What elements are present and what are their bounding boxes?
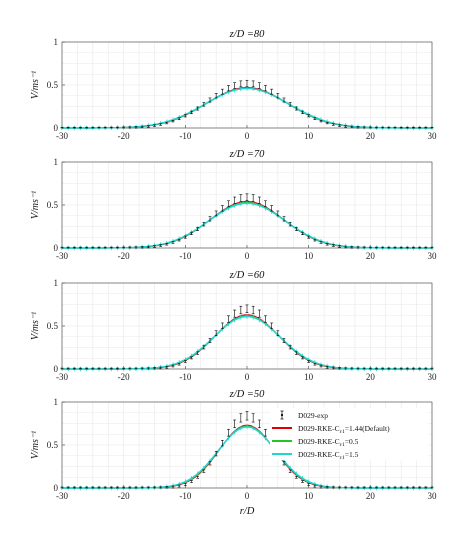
x-tick-label: 0 — [245, 131, 250, 141]
x-tick-label: 30 — [428, 491, 438, 501]
x-tick-label: 10 — [304, 372, 314, 382]
y-tick-label: 0 — [54, 243, 59, 253]
x-tick-label: -10 — [179, 491, 191, 501]
y-axis-label: V/ms⁻¹ — [30, 191, 41, 219]
y-tick-label: 1 — [54, 37, 59, 47]
x-tick-label: -20 — [118, 131, 130, 141]
subplot-3: -30 -20 -10 0 10 20 30 0 0.5 1 z/D =60 V/ms⁻¹ — [30, 270, 437, 382]
subplot-title: z/D =60 — [229, 270, 266, 281]
x-tick-label: -30 — [56, 372, 68, 382]
legend: D029-exp D029-RKE-Cε1=1.44(Default) D029-R… — [270, 408, 428, 461]
x-tick-label: 20 — [366, 131, 376, 141]
y-tick-label: 0 — [54, 483, 59, 493]
x-tick-label: -30 — [56, 251, 68, 261]
legend-box — [270, 408, 428, 460]
x-tick-label: -10 — [179, 251, 191, 261]
legend-label: D029-RKE-Cε1=0.5 — [298, 437, 359, 448]
x-tick-label: 10 — [304, 131, 314, 141]
y-tick-label: 0.5 — [47, 440, 59, 450]
legend-label: D029-exp — [298, 411, 328, 420]
x-tick-label: 20 — [366, 372, 376, 382]
y-tick-label: 1 — [54, 278, 59, 288]
legend-label: D029-RKE-Cε1=1.5 — [298, 450, 359, 461]
x-tick-label: -10 — [179, 131, 191, 141]
x-tick-label: -10 — [179, 372, 191, 382]
x-tick-label: 10 — [304, 491, 314, 501]
x-tick-label: 20 — [366, 251, 376, 261]
y-axis-label: V/ms⁻¹ — [30, 431, 41, 459]
y-axis-label: V/ms⁻¹ — [30, 71, 41, 99]
x-tick-label: -20 — [118, 491, 130, 501]
x-tick-label: 20 — [366, 491, 376, 501]
x-tick-label: 0 — [245, 251, 250, 261]
y-tick-label: 0.5 — [47, 200, 59, 210]
x-tick-label: -20 — [118, 251, 130, 261]
subplot-title: z/D =50 — [229, 389, 266, 400]
y-tick-label: 0 — [54, 364, 59, 374]
x-tick-label: 0 — [245, 372, 250, 382]
y-tick-label: 0 — [54, 123, 59, 133]
x-tick-label: -20 — [118, 372, 130, 382]
x-tick-label: -30 — [56, 131, 68, 141]
y-tick-label: 0.5 — [47, 80, 59, 90]
x-tick-label: 30 — [428, 251, 438, 261]
x-tick-label: 10 — [304, 251, 314, 261]
y-tick-label: 0.5 — [47, 321, 59, 331]
subplot-2: -30 -20 -10 0 10 20 30 0 0.5 1 z/D =70 V/ms⁻¹ — [30, 149, 437, 261]
subplot-title: z/D =80 — [229, 29, 266, 40]
x-tick-label: 30 — [428, 131, 438, 141]
x-tick-label: 0 — [245, 491, 250, 501]
x-axis-label: r/D — [240, 506, 255, 517]
legend-exp-dot — [280, 413, 284, 417]
legend-label: D029-RKE-Cε1=1.44(Default) — [298, 424, 390, 435]
x-tick-label: -30 — [56, 491, 68, 501]
y-tick-label: 1 — [54, 157, 59, 167]
y-axis-label: V/ms⁻¹ — [30, 312, 41, 340]
subplot-title: z/D =70 — [229, 149, 266, 160]
subplot-1: -30 -20 -10 0 10 20 30 0 0.5 1 z/D =80 V/ms⁻¹ — [30, 29, 437, 141]
y-tick-label: 1 — [54, 397, 59, 407]
x-tick-label: 30 — [428, 372, 438, 382]
